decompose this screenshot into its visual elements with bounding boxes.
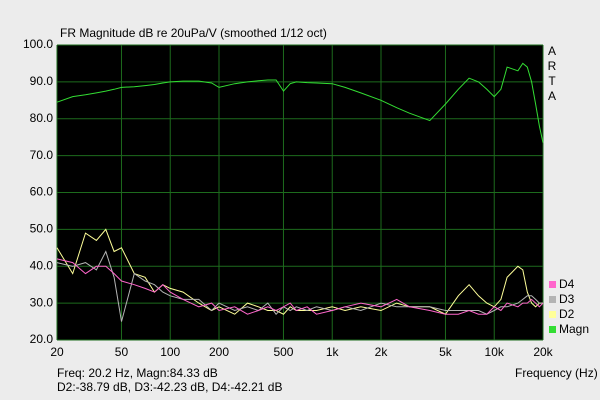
y-tick-label: 100.0 — [23, 37, 53, 51]
y-tick-label: 80.0 — [30, 111, 54, 125]
legend-label: Magn — [559, 322, 589, 336]
y-tick-label: 60.0 — [30, 185, 54, 199]
y-tick-label: 90.0 — [30, 74, 54, 88]
x-axis-label: Frequency (Hz) — [515, 366, 598, 380]
x-tick-label: 20 — [50, 345, 64, 359]
x-tick-label: 50 — [115, 345, 129, 359]
info-line: Freq: 20.2 Hz, Magn:84.33 dB — [57, 366, 218, 380]
side-label: A — [548, 44, 556, 58]
x-tick-label: 200 — [209, 345, 229, 359]
y-tick-label: 50.0 — [30, 222, 54, 236]
chart-title: FR Magnitude dB re 20uPa/V (smoothed 1/1… — [60, 26, 327, 40]
legend-swatch — [549, 326, 556, 333]
legend-swatch — [549, 296, 556, 303]
series-line — [56, 258, 544, 315]
x-tick-label: 500 — [273, 345, 293, 359]
series-line — [56, 228, 543, 315]
side-label: R — [548, 59, 557, 73]
y-tick-label: 20.0 — [30, 332, 54, 346]
x-tick-label: 10k — [485, 345, 505, 359]
legend-swatch — [549, 311, 556, 318]
series-line — [56, 62, 544, 143]
x-tick-label: 1k — [326, 345, 340, 359]
side-label: T — [548, 74, 556, 88]
legend-label: D4 — [559, 277, 575, 291]
y-tick-label: 30.0 — [30, 295, 54, 309]
x-tick-label: 20k — [533, 345, 553, 359]
legend-label: D2 — [559, 307, 575, 321]
x-tick-label: 5k — [439, 345, 453, 359]
x-tick-label: 100 — [160, 345, 180, 359]
x-tick-label: 2k — [375, 345, 389, 359]
side-label: A — [548, 89, 556, 103]
y-tick-label: 70.0 — [30, 148, 54, 162]
legend-swatch — [549, 281, 556, 288]
legend-label: D3 — [559, 292, 575, 306]
info-line: D2:-38.79 dB, D3:-42.23 dB, D4:-42.21 dB — [57, 380, 282, 394]
y-tick-label: 40.0 — [30, 258, 54, 272]
